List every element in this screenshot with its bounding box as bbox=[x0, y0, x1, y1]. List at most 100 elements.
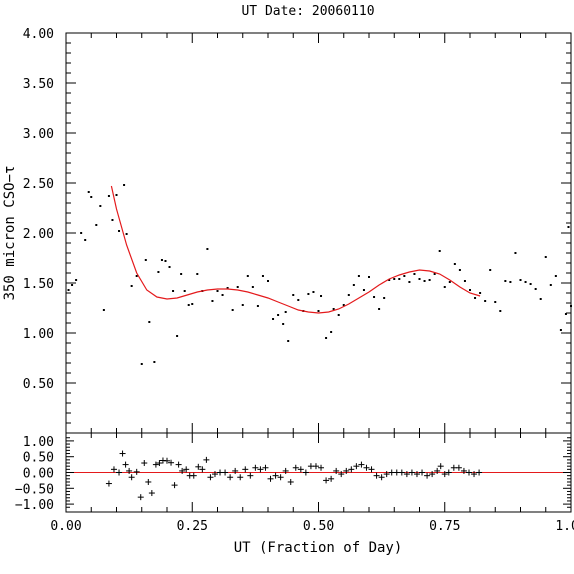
data-point bbox=[211, 300, 214, 302]
data-point bbox=[504, 280, 507, 282]
residual-point bbox=[257, 466, 264, 473]
residual-point bbox=[105, 480, 112, 487]
data-point bbox=[180, 273, 183, 275]
residual-point bbox=[179, 467, 186, 474]
data-point bbox=[332, 308, 335, 310]
residual-point bbox=[302, 469, 309, 476]
residual-point bbox=[312, 463, 319, 470]
data-point bbox=[125, 233, 128, 235]
data-point bbox=[373, 296, 376, 298]
residual-point bbox=[277, 474, 284, 481]
data-point bbox=[148, 321, 151, 323]
residual-point bbox=[119, 450, 126, 457]
residual-point bbox=[203, 456, 210, 463]
residual-point bbox=[408, 469, 415, 476]
data-point bbox=[458, 269, 461, 271]
data-point bbox=[267, 280, 269, 282]
data-point bbox=[164, 260, 167, 262]
data-point bbox=[494, 301, 497, 303]
data-point bbox=[196, 273, 199, 275]
top-panel-points bbox=[67, 184, 572, 365]
x-tick-label: 0.00 bbox=[50, 519, 81, 534]
data-point bbox=[277, 314, 280, 316]
data-point bbox=[130, 285, 133, 287]
data-point bbox=[559, 329, 562, 331]
data-point bbox=[80, 232, 83, 234]
data-point bbox=[206, 248, 209, 250]
residual-point bbox=[199, 466, 206, 473]
data-point bbox=[529, 283, 532, 285]
residual-point bbox=[328, 475, 335, 482]
y-tick-label: 3.50 bbox=[23, 77, 54, 92]
y-axis-title: 350 micron CSO−τ bbox=[2, 166, 18, 301]
residual-point bbox=[363, 464, 370, 471]
y-tick-label: 3.00 bbox=[23, 127, 54, 142]
residual-point bbox=[307, 463, 314, 470]
data-point bbox=[297, 299, 300, 301]
data-point bbox=[567, 226, 570, 228]
bottom-panel: 1.000.500.00−0.50−1.00 bbox=[15, 432, 572, 513]
data-point bbox=[282, 323, 285, 325]
data-point bbox=[357, 275, 360, 277]
residual-point bbox=[207, 474, 214, 481]
data-point bbox=[272, 318, 275, 320]
data-point bbox=[144, 259, 147, 261]
residual-point bbox=[476, 469, 483, 476]
data-point bbox=[342, 304, 345, 306]
data-point bbox=[153, 361, 156, 363]
data-point bbox=[489, 269, 492, 271]
data-point bbox=[287, 340, 290, 342]
data-point bbox=[448, 281, 451, 283]
data-point bbox=[544, 256, 547, 258]
residual-point bbox=[262, 464, 269, 471]
data-point bbox=[524, 281, 527, 283]
residual-point bbox=[471, 471, 478, 478]
residual-point bbox=[116, 469, 123, 476]
data-point bbox=[312, 291, 315, 293]
residual-point bbox=[145, 478, 152, 485]
data-point bbox=[123, 184, 126, 186]
data-point bbox=[102, 309, 105, 311]
residual-point bbox=[434, 467, 441, 474]
residual-point bbox=[217, 469, 224, 476]
data-point bbox=[539, 298, 542, 300]
residual-point bbox=[450, 464, 457, 471]
data-point bbox=[256, 305, 259, 307]
data-point bbox=[176, 335, 179, 337]
residual-point bbox=[137, 494, 144, 501]
residual-point bbox=[133, 468, 140, 475]
x-tick-labels: 0.00 0.25 0.50 0.75 1.00 bbox=[50, 519, 574, 534]
data-point bbox=[453, 263, 456, 265]
data-point bbox=[362, 289, 365, 291]
bottom-panel-residuals bbox=[105, 450, 483, 501]
x-tick-label: 0.75 bbox=[429, 519, 460, 534]
data-point bbox=[398, 278, 401, 280]
residual-point bbox=[227, 474, 234, 481]
data-point bbox=[469, 289, 471, 291]
data-point bbox=[514, 252, 517, 254]
residual-point bbox=[110, 466, 117, 473]
data-point bbox=[187, 304, 190, 306]
residual-point bbox=[152, 461, 159, 468]
data-point bbox=[317, 310, 320, 312]
data-point bbox=[261, 275, 264, 277]
bottom-panel-ticks: 1.000.500.00−0.50−1.00 bbox=[15, 433, 572, 513]
residual-point bbox=[247, 472, 254, 479]
data-point bbox=[160, 259, 163, 261]
residual-point bbox=[297, 466, 304, 473]
data-point bbox=[320, 295, 323, 297]
residual-point bbox=[195, 463, 202, 470]
data-point bbox=[443, 286, 446, 288]
residual-tick-label: 0.50 bbox=[23, 451, 54, 466]
residual-point bbox=[122, 461, 129, 468]
data-point bbox=[554, 275, 557, 277]
data-point bbox=[115, 194, 118, 196]
residual-point bbox=[378, 474, 385, 481]
data-point bbox=[183, 290, 186, 292]
data-point bbox=[216, 290, 219, 292]
residual-tick-label: 0.00 bbox=[23, 467, 54, 482]
residual-point bbox=[465, 469, 472, 476]
residual-point bbox=[333, 467, 340, 474]
data-point bbox=[241, 304, 244, 306]
residual-point bbox=[343, 467, 350, 474]
